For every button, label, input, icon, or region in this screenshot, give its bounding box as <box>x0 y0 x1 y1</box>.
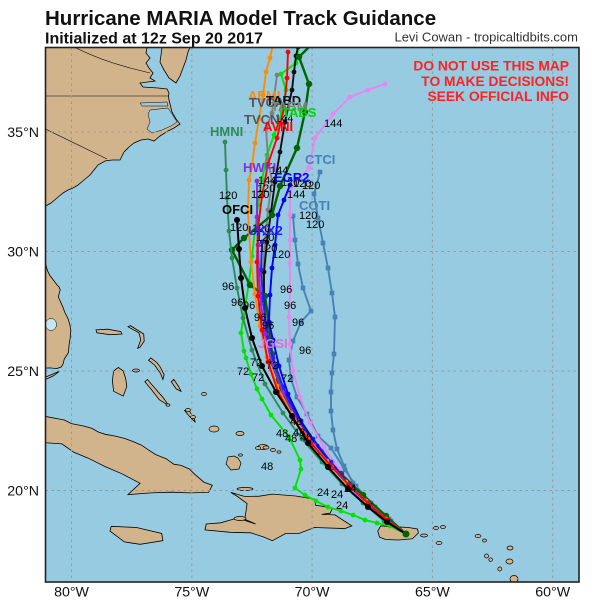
svg-text:120: 120 <box>219 190 237 202</box>
svg-text:SEEK OFFICIAL INFO: SEEK OFFICIAL INFO <box>427 89 569 104</box>
svg-text:TABM: TABM <box>271 99 308 114</box>
svg-text:72: 72 <box>237 366 249 378</box>
svg-text:70°W: 70°W <box>295 585 330 600</box>
svg-text:96: 96 <box>243 300 255 312</box>
svg-text:24: 24 <box>317 487 329 499</box>
svg-text:72: 72 <box>252 372 264 384</box>
svg-text:72: 72 <box>281 373 293 385</box>
svg-text:48: 48 <box>293 427 305 439</box>
svg-text:120: 120 <box>259 243 277 255</box>
svg-text:OFCI: OFCI <box>222 202 253 217</box>
svg-text:24: 24 <box>331 489 343 501</box>
svg-text:120: 120 <box>252 223 270 235</box>
svg-text:COTI: COTI <box>299 198 330 213</box>
svg-text:48: 48 <box>300 432 312 444</box>
svg-text:24: 24 <box>336 500 348 512</box>
svg-text:AEMI: AEMI <box>248 88 281 103</box>
svg-text:HMNI: HMNI <box>210 124 243 139</box>
svg-text:75°W: 75°W <box>174 585 209 600</box>
svg-text:48: 48 <box>285 433 297 445</box>
svg-text:120: 120 <box>256 232 274 244</box>
svg-text:AVNI: AVNI <box>263 119 293 134</box>
svg-text:DO NOT USE THIS MAP: DO NOT USE THIS MAP <box>413 59 569 74</box>
svg-text:144: 144 <box>270 165 288 177</box>
svg-text:96: 96 <box>254 312 266 324</box>
svg-text:25°N: 25°N <box>7 364 39 380</box>
svg-text:30°N: 30°N <box>7 245 39 261</box>
svg-text:144: 144 <box>258 175 276 187</box>
svg-text:65°W: 65°W <box>415 585 450 600</box>
svg-text:UKX2: UKX2 <box>248 223 283 238</box>
svg-text:Hurricane MARIA Model Track Gu: Hurricane MARIA Model Track Guidance <box>45 7 436 30</box>
svg-text:HWFI: HWFI <box>243 160 276 175</box>
svg-text:96: 96 <box>231 297 243 309</box>
svg-text:48: 48 <box>276 428 288 440</box>
svg-text:144: 144 <box>287 189 305 201</box>
svg-text:JGSI: JGSI <box>258 336 288 351</box>
svg-text:144: 144 <box>275 113 293 125</box>
svg-text:96: 96 <box>292 317 304 329</box>
svg-text:TVCN: TVCN <box>244 112 279 127</box>
svg-text:96: 96 <box>284 300 296 312</box>
svg-text:CTCI: CTCI <box>305 152 335 167</box>
svg-text:48: 48 <box>290 416 302 428</box>
svg-text:120: 120 <box>272 249 290 261</box>
svg-text:120: 120 <box>293 178 311 190</box>
svg-text:20°N: 20°N <box>7 484 39 500</box>
svg-text:72: 72 <box>250 357 262 369</box>
svg-text:96: 96 <box>299 345 311 357</box>
svg-text:120: 120 <box>306 219 324 231</box>
svg-text:96: 96 <box>280 284 292 296</box>
svg-text:96: 96 <box>222 281 234 293</box>
svg-text:EGR2: EGR2 <box>274 170 309 185</box>
svg-text:120: 120 <box>281 177 299 189</box>
svg-text:72: 72 <box>266 360 278 372</box>
svg-text:35°N: 35°N <box>7 125 39 141</box>
svg-text:24: 24 <box>344 483 356 495</box>
svg-text:TABD: TABD <box>266 93 301 108</box>
svg-text:TO MAKE DECISIONS!: TO MAKE DECISIONS! <box>421 74 569 89</box>
svg-text:120: 120 <box>230 222 248 234</box>
svg-text:TVCA: TVCA <box>249 95 285 110</box>
svg-text:48: 48 <box>261 461 273 473</box>
svg-text:Levi Cowan - tropicaltidbits.c: Levi Cowan - tropicaltidbits.com <box>394 30 578 45</box>
svg-text:120: 120 <box>302 180 320 192</box>
svg-text:TABS: TABS <box>282 105 317 120</box>
svg-text:96: 96 <box>262 320 274 332</box>
svg-text:Initialized at 12z Sep 20 2017: Initialized at 12z Sep 20 2017 <box>45 31 263 48</box>
svg-text:144: 144 <box>324 118 342 130</box>
svg-text:120: 120 <box>251 189 269 201</box>
svg-text:80°W: 80°W <box>54 585 89 600</box>
svg-text:120: 120 <box>299 210 317 222</box>
svg-text:120: 120 <box>257 183 275 195</box>
svg-text:60°W: 60°W <box>535 585 570 600</box>
